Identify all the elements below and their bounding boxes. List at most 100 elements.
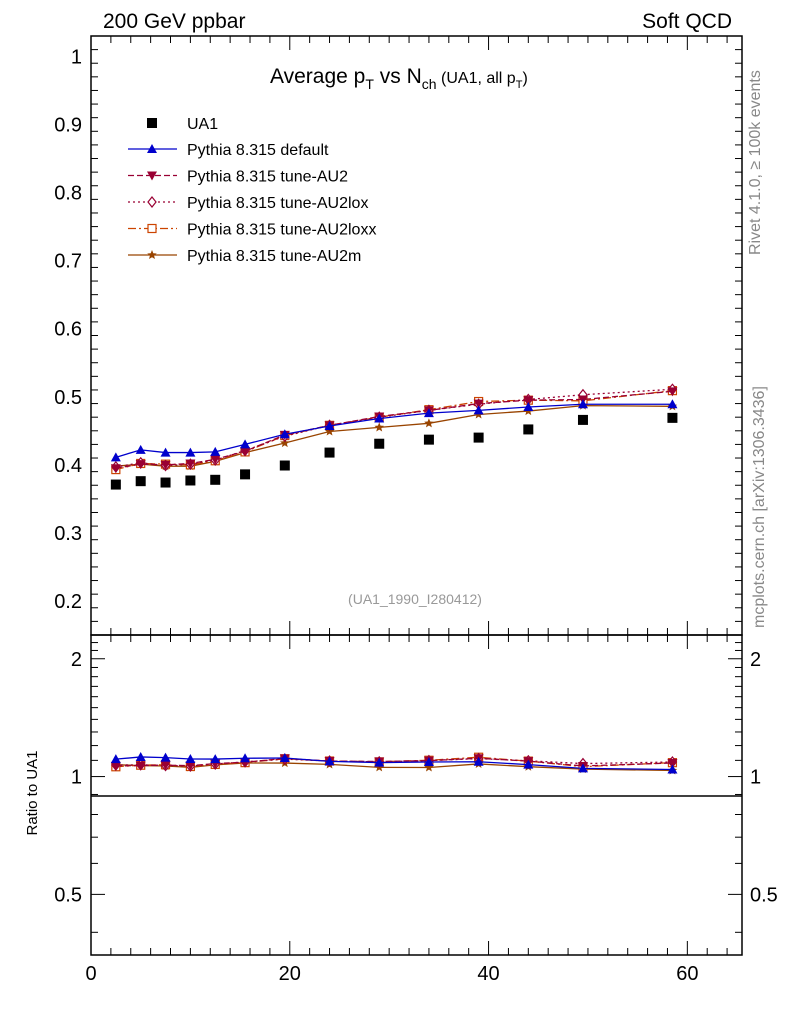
legend-label-pythia-8-315-tune-au2m: Pythia 8.315 tune-AU2m xyxy=(187,248,361,265)
side-label-mcplots: mcplots.cern.ch [arXiv:1306.3436] xyxy=(751,386,768,628)
series-point-pythia-8-315-tune-au2m xyxy=(424,418,434,428)
ratio-point-pythia-8-315-default xyxy=(667,764,678,774)
series-line-pythia-8-315-default xyxy=(115,403,673,458)
ua1-data-point xyxy=(110,479,121,490)
y-tick-label: 0.7 xyxy=(54,251,82,273)
series-point-pythia-8-315-tune-au2m xyxy=(374,422,384,432)
legend-label-pythia-8-315-tune-au2: Pythia 8.315 tune-AU2 xyxy=(187,169,348,186)
ratio-tick-label: 1 xyxy=(71,767,82,789)
series-point-pythia-8-315-default xyxy=(135,444,146,454)
ratio-tick-label-right: 2 xyxy=(750,649,761,671)
x-tick-label: 0 xyxy=(85,963,96,985)
y-tick-label: 0.8 xyxy=(54,183,82,205)
ua1-data-point xyxy=(324,447,335,458)
ratio-point-pythia-8-315-tune-au2 xyxy=(160,761,171,771)
main-series-group xyxy=(110,383,678,475)
x-tick-label: 40 xyxy=(477,963,499,985)
ratio-point-pythia-8-315-default xyxy=(473,756,484,766)
legend-label-pythia-8-315-tune-au2loxx: Pythia 8.315 tune-AU2loxx xyxy=(187,222,376,239)
legend: UA1 Pythia 8.315 default Pythia 8.315 tune… xyxy=(128,116,376,265)
ratio-point-pythia-8-315-default xyxy=(185,754,196,764)
series-point-pythia-8-315-default xyxy=(667,399,678,409)
ratio-plot-frame xyxy=(90,634,743,956)
ratio-point-pythia-8-315-default xyxy=(523,759,534,769)
analysis-annotation: (UA1_1990_I280412) xyxy=(348,591,482,607)
ratio-point-pythia-8-315-default xyxy=(160,752,171,762)
ratio-point-pythia-8-315-tune-au2m xyxy=(424,762,434,772)
ratio-ylabel: Ratio to UA1 xyxy=(24,750,41,835)
series-point-pythia-8-315-default xyxy=(279,429,290,439)
chart-title: Average pT vs Nch (UA1, all pT) xyxy=(270,65,528,92)
ratio-point-pythia-8-315-default xyxy=(135,751,146,761)
series-line-pythia-8-315-tune-au2loxx xyxy=(115,389,673,471)
ratio-series-group xyxy=(110,751,678,775)
ratio-point-pythia-8-315-default xyxy=(324,756,335,766)
ua1-data-point xyxy=(210,474,221,485)
ua1-data-point xyxy=(374,438,385,449)
ua1-data-point xyxy=(577,414,588,425)
ratio-tick-label: 0.5 xyxy=(54,884,82,906)
legend-label-pythia-8-315-tune-au2lox: Pythia 8.315 tune-AU2lox xyxy=(187,195,368,212)
ratio-line-pythia-8-315-default xyxy=(115,756,673,771)
ratio-point-pythia-8-315-tune-au2 xyxy=(185,761,196,771)
series-point-pythia-8-315-default xyxy=(110,452,121,462)
series-point-pythia-8-315-tune-au2m xyxy=(280,438,290,448)
data-points-group xyxy=(110,412,678,490)
ratio-line-pythia-8-315-tune-au2m xyxy=(115,762,673,772)
ua1-data-point xyxy=(523,424,534,435)
series-line-pythia-8-315-tune-au2 xyxy=(115,390,673,469)
ua1-data-point xyxy=(135,476,146,487)
ua1-data-point xyxy=(423,434,434,445)
ua1-data-point xyxy=(279,460,290,471)
series-point-pythia-8-315-default xyxy=(577,399,588,409)
legend-marker-pythia-8-315-tune-au2 xyxy=(147,171,157,181)
ratio-point-pythia-8-315-tune-au2 xyxy=(110,761,121,771)
y-tick-label: 0.6 xyxy=(54,319,82,341)
ua1-data-point xyxy=(185,475,196,486)
series-point-pythia-8-315-default xyxy=(210,446,221,456)
ratio-point-pythia-8-315-default xyxy=(577,763,588,773)
legend-marker-pythia-8-315-default xyxy=(147,144,157,153)
ua1-data-point xyxy=(473,432,484,443)
ratio-point-pythia-8-315-default xyxy=(210,754,221,764)
y-tick-label: 0.2 xyxy=(54,591,82,613)
series-point-pythia-8-315-tune-au2 xyxy=(135,460,146,470)
y-tick-label: 1 xyxy=(71,46,82,68)
series-point-pythia-8-315-default xyxy=(473,405,484,415)
legend-marker-pythia-8-315-tune-au2loxx xyxy=(147,223,157,234)
y-tick-label: 0.9 xyxy=(54,114,82,136)
series-point-pythia-8-315-tune-au2 xyxy=(240,447,251,457)
axes-group: 0 20 40 60 0.2 0.3 0.4 0.5 0.6 0.7 0.8 0.9 1 0.5 0.5 1 1… xyxy=(54,35,778,985)
series-point-pythia-8-315-default xyxy=(160,447,171,457)
series-point-pythia-8-315-default xyxy=(523,401,534,411)
ratio-point-pythia-8-315-default xyxy=(110,754,121,764)
legend-marker-pythia-8-315-tune-au2m xyxy=(147,250,157,260)
series-point-pythia-8-315-tune-au2 xyxy=(185,459,196,469)
ua1-data-point xyxy=(667,412,678,423)
series-point-pythia-8-315-tune-au2 xyxy=(210,455,221,465)
ratio-point-pythia-8-315-tune-au2 xyxy=(667,758,678,768)
series-point-pythia-8-315-default xyxy=(374,413,385,423)
legend-marker-ua1 xyxy=(147,118,157,128)
y-tick-label: 0.4 xyxy=(54,455,82,477)
header-right: Soft QCD xyxy=(642,10,732,33)
x-tick-label: 20 xyxy=(279,963,301,985)
y-tick-label: 0.3 xyxy=(54,523,82,545)
ratio-point-pythia-8-315-default xyxy=(374,757,385,767)
series-point-pythia-8-315-tune-au2 xyxy=(523,396,534,406)
series-point-pythia-8-315-default xyxy=(324,421,335,431)
ratio-point-pythia-8-315-default xyxy=(240,753,251,763)
legend-label-ua1: UA1 xyxy=(187,116,218,133)
ratio-tick-label: 2 xyxy=(71,649,82,671)
ratio-tick-label-right: 1 xyxy=(750,767,761,789)
series-point-pythia-8-315-default xyxy=(185,447,196,457)
ratio-tick-label-right: 0.5 xyxy=(750,884,778,906)
legend-label-pythia-8-315-default: Pythia 8.315 default xyxy=(187,142,329,159)
series-point-pythia-8-315-tune-au2 xyxy=(160,460,171,470)
series-point-pythia-8-315-tune-au2 xyxy=(473,399,484,409)
series-point-pythia-8-315-tune-au2 xyxy=(667,387,678,397)
legend-marker-pythia-8-315-tune-au2lox xyxy=(147,196,157,208)
series-point-pythia-8-315-default xyxy=(240,439,251,449)
y-tick-label: 0.5 xyxy=(54,387,82,409)
